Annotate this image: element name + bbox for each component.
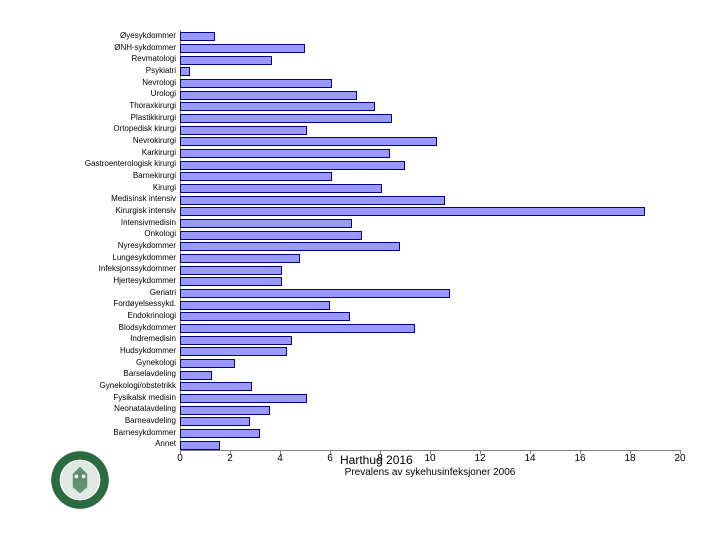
category-label: Nyresykdommer <box>38 240 178 252</box>
category-label: Fysikalsk medisin <box>38 392 178 404</box>
category-label: Nevrologi <box>38 77 178 89</box>
category-label: Geriatri <box>38 287 178 299</box>
category-label: Urologi <box>38 88 178 100</box>
bar <box>180 126 307 135</box>
category-label: Lungesykdommer <box>38 252 178 264</box>
bar <box>180 371 212 380</box>
bar <box>180 44 305 53</box>
bar <box>180 102 375 111</box>
x-tick-label: 2 <box>227 453 233 464</box>
category-label: Barnekirurgi <box>38 170 178 182</box>
bar <box>180 254 300 263</box>
x-axis-title: Prevalens av sykehusinfeksjoner 2006 <box>180 467 680 478</box>
bar <box>180 161 405 170</box>
bar <box>180 149 390 158</box>
category-label: Kirurgisk intensiv <box>38 205 178 217</box>
bar <box>180 32 215 41</box>
category-label: Medisinsk intensiv <box>38 193 178 205</box>
bar <box>180 137 437 146</box>
bar <box>180 406 270 415</box>
bar <box>180 417 250 426</box>
x-tick-label: 16 <box>574 453 585 464</box>
category-label: Plastikkirurgi <box>38 112 178 124</box>
bar <box>180 114 392 123</box>
category-label: Barnesykdommer <box>38 427 178 439</box>
category-label: Neonatalavdeling <box>38 403 178 415</box>
university-bergen-logo <box>50 450 110 510</box>
category-label: ØNH-sykdommer <box>38 42 178 54</box>
bar <box>180 196 445 205</box>
category-label: Barneavdeling <box>38 415 178 427</box>
category-label: Karkirurgi <box>38 147 178 159</box>
bar <box>180 184 382 193</box>
bar <box>180 242 400 251</box>
bar <box>180 347 287 356</box>
category-label: Annet <box>38 438 178 450</box>
bar <box>180 382 252 391</box>
category-label: Psykiatri <box>38 65 178 77</box>
category-label: Kirurgi <box>38 182 178 194</box>
x-tick-label: 10 <box>424 453 435 464</box>
bar <box>180 441 220 450</box>
category-label: Indremedisin <box>38 333 178 345</box>
x-tick-label: 4 <box>277 453 283 464</box>
bar <box>180 359 235 368</box>
x-tick-label: 18 <box>624 453 635 464</box>
bar <box>180 324 415 333</box>
category-label: Revmatologi <box>38 53 178 65</box>
x-tick-label: 0 <box>177 453 183 464</box>
category-label: Infeksjonssykdommer <box>38 263 178 275</box>
bar <box>180 336 292 345</box>
category-label: Gynekologi/obstetrikk <box>38 380 178 392</box>
category-label: Onkologi <box>38 228 178 240</box>
bar <box>180 172 332 181</box>
bar <box>180 91 357 100</box>
x-tick-label: 12 <box>474 453 485 464</box>
overlay-caption: Harthug 2016 <box>340 453 413 467</box>
category-label: Blodsykdommer <box>38 322 178 334</box>
bar <box>180 79 332 88</box>
bar <box>180 231 362 240</box>
bar <box>180 277 282 286</box>
category-label: Hjertesykdommer <box>38 275 178 287</box>
category-label: Barselavdeling <box>38 368 178 380</box>
category-label: Gastroenterologisk kirurgi <box>38 158 178 170</box>
bar <box>180 312 350 321</box>
bar <box>180 266 282 275</box>
category-label: Intensivmedisin <box>38 217 178 229</box>
category-label: Ortopedisk kirurgi <box>38 123 178 135</box>
category-label: Gynekologi <box>38 357 178 369</box>
x-tick-label: 14 <box>524 453 535 464</box>
bar <box>180 56 272 65</box>
category-label: Fordøyelsessykd. <box>38 298 178 310</box>
bar-chart: ØyesykdommerØNH-sykdommerRevmatologiPsyk… <box>40 30 680 490</box>
category-label: Thoraxkirurgi <box>38 100 178 112</box>
category-label: Nevrokirurgi <box>38 135 178 147</box>
x-tick-label: 20 <box>674 453 685 464</box>
bar <box>180 67 190 76</box>
bar <box>180 219 352 228</box>
bar <box>180 289 450 298</box>
category-label: Hudsykdommer <box>38 345 178 357</box>
bar <box>180 301 330 310</box>
x-tick-label: 6 <box>327 453 333 464</box>
bar <box>180 394 307 403</box>
category-label: Endokrinologi <box>38 310 178 322</box>
bar <box>180 207 645 216</box>
bar <box>180 429 260 438</box>
category-label: Øyesykdommer <box>38 30 178 42</box>
